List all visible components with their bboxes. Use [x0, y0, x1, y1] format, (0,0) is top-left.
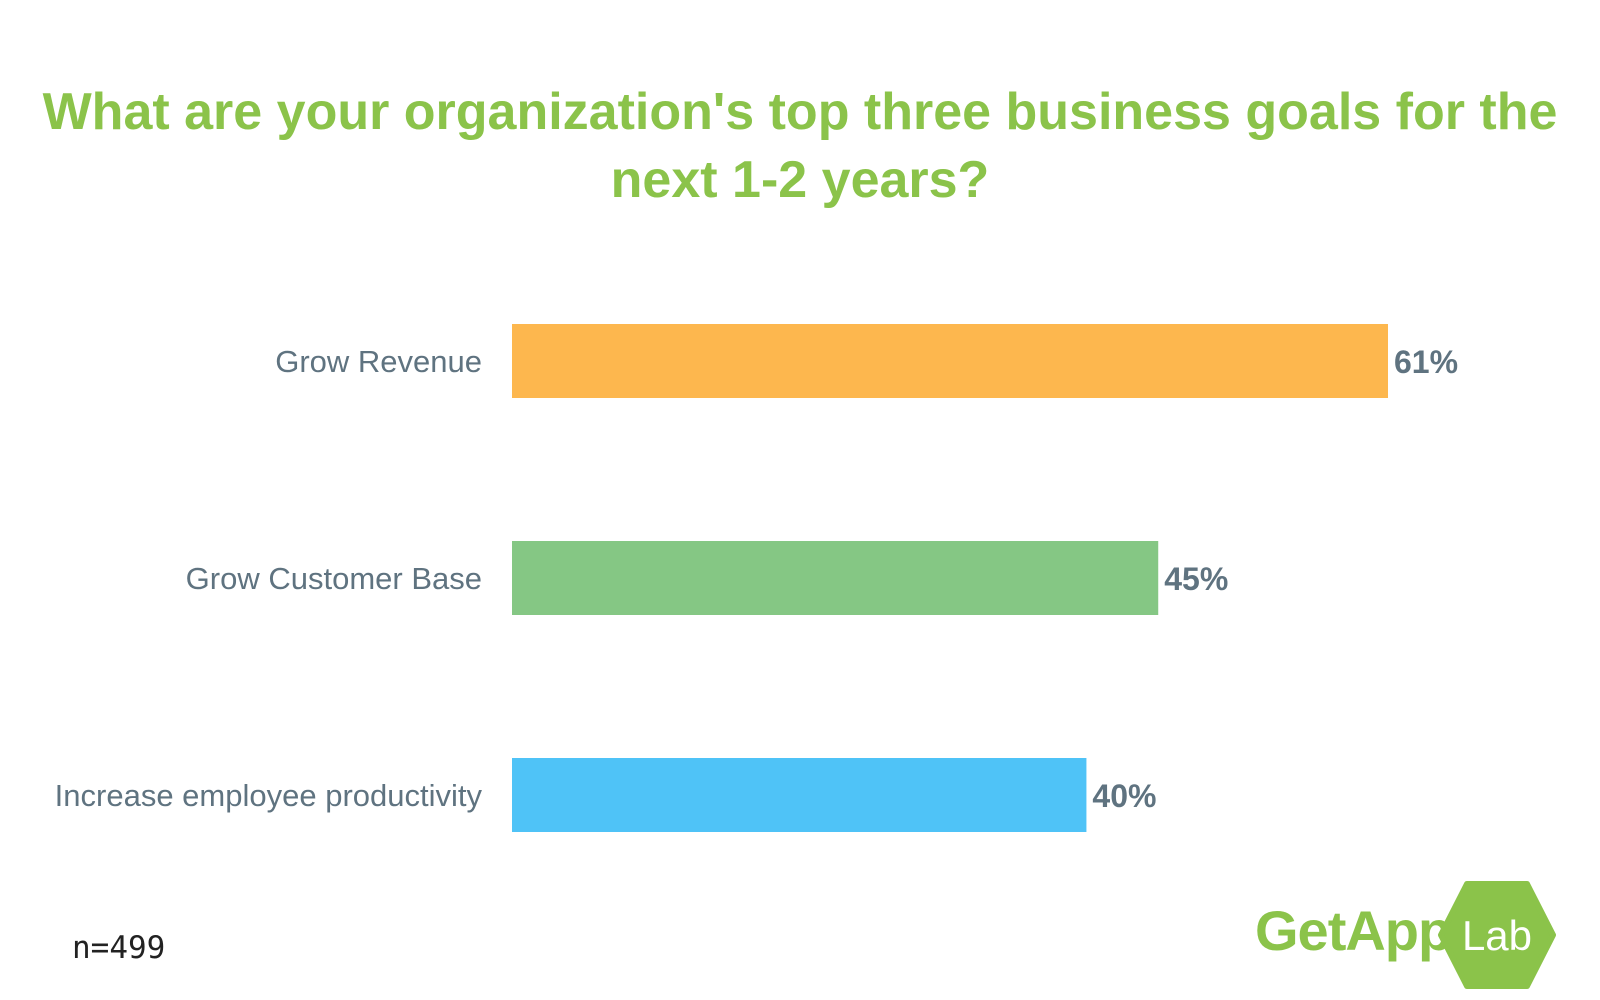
category-label: Grow Customer Base: [186, 561, 482, 596]
category-label: Grow Revenue: [275, 344, 482, 379]
hexagon-badge-icon: Lab: [1438, 881, 1556, 989]
value-label: 45%: [1164, 561, 1228, 597]
chart-title-line-1: What are your organization's top three b…: [42, 83, 1558, 141]
bar: [512, 758, 1087, 832]
value-label: 61%: [1394, 344, 1458, 380]
sample-size-note: n=499: [72, 930, 166, 966]
brand-name: GetApp®: [1255, 898, 1462, 963]
category-label: Increase employee productivity: [55, 778, 483, 813]
bar: [512, 324, 1388, 398]
bar: [512, 541, 1159, 615]
chart-title: What are your organization's top three b…: [0, 78, 1600, 214]
value-label: 40%: [1092, 778, 1156, 814]
brand-logo: GetApp® Lab: [1255, 880, 1595, 990]
chart-title-line-2: next 1-2 years?: [610, 151, 990, 209]
badge-label: Lab: [1462, 912, 1532, 959]
